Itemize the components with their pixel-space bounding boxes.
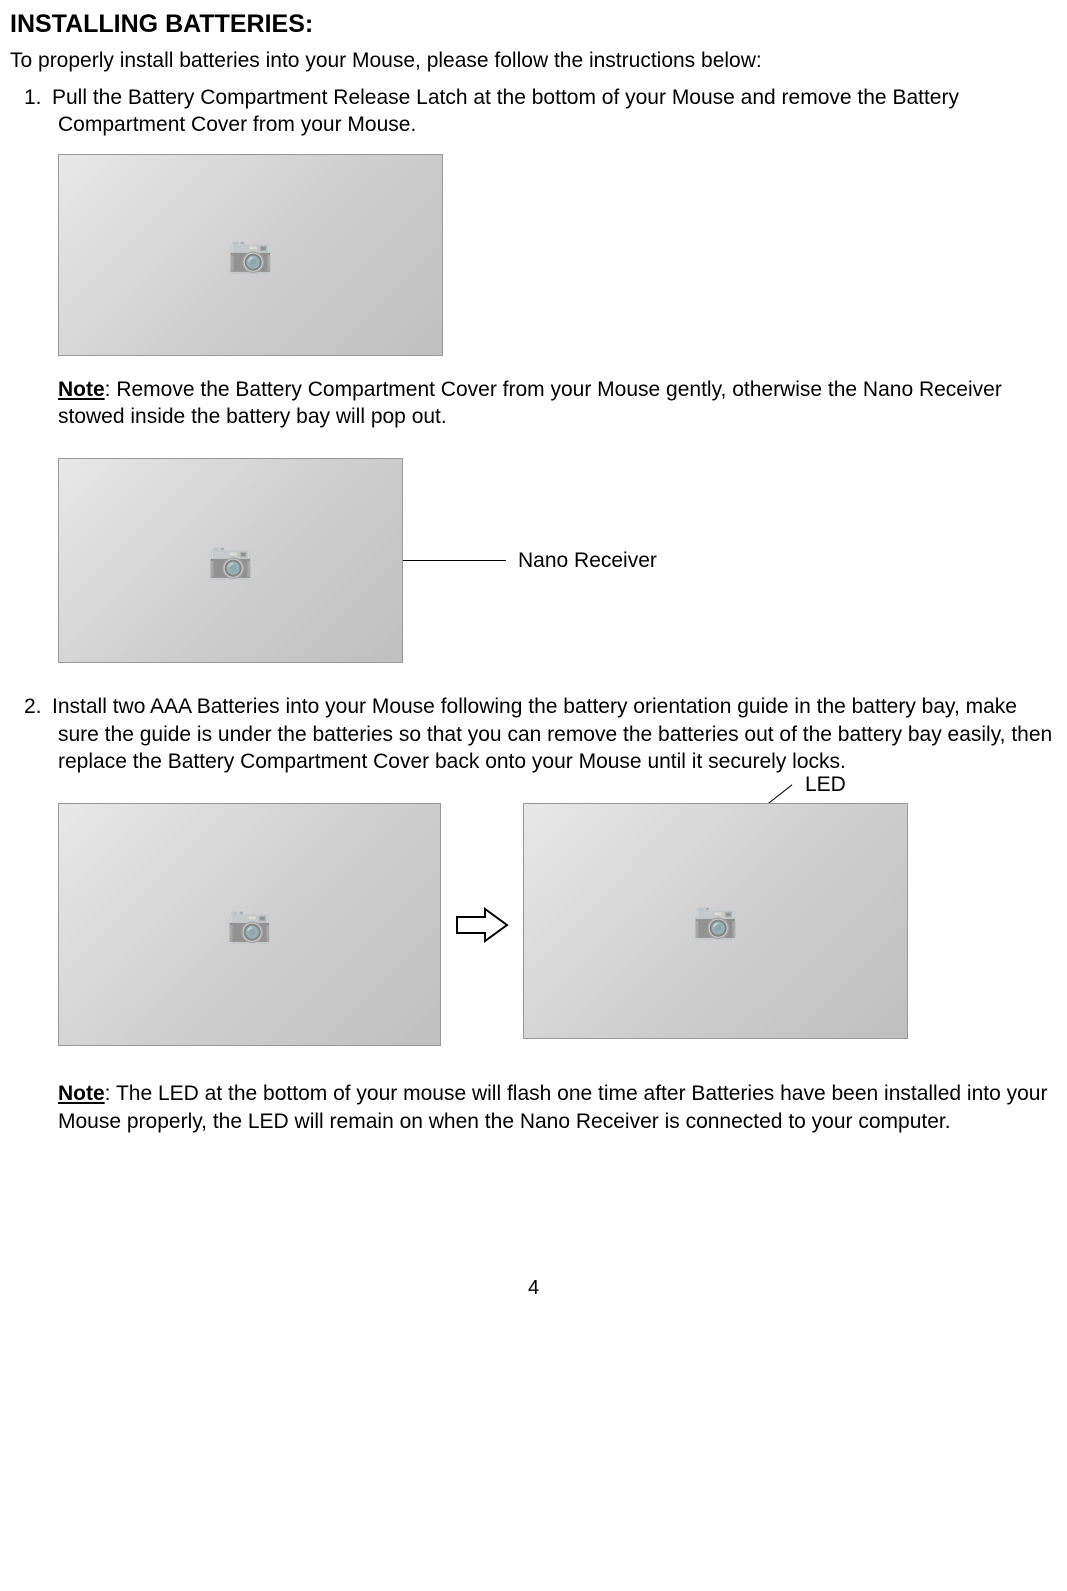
step-1-note: Note: Remove the Battery Compartment Cov… bbox=[58, 376, 1057, 431]
step-2-number: 2. bbox=[24, 693, 52, 720]
step-2-image-install bbox=[58, 803, 441, 1046]
step-2-image-bottom bbox=[523, 803, 908, 1039]
callout-line bbox=[401, 560, 506, 561]
note-label-2: Note bbox=[58, 1082, 105, 1105]
step-2-images-row: LED bbox=[58, 803, 1057, 1046]
page-number: 4 bbox=[10, 1275, 1057, 1301]
led-label: LED bbox=[805, 771, 846, 798]
step-1-body: Note: Remove the Battery Compartment Cov… bbox=[58, 148, 1057, 663]
note-label: Note bbox=[58, 378, 105, 401]
step-2-note-text: : The LED at the bottom of your mouse wi… bbox=[58, 1082, 1047, 1132]
nano-receiver-image bbox=[58, 458, 403, 663]
step-2-text: Install two AAA Batteries into your Mous… bbox=[52, 695, 1052, 773]
arrow-icon bbox=[455, 907, 509, 943]
step-2-image-led-wrap: LED bbox=[523, 803, 908, 1046]
step-2-note: Note: The LED at the bottom of your mous… bbox=[58, 1080, 1057, 1135]
step-2-body: LED Note: The LED at the bottom of your … bbox=[58, 803, 1057, 1135]
step-1-number: 1. bbox=[24, 84, 52, 111]
step-1-text: Pull the Battery Compartment Release Lat… bbox=[52, 86, 959, 136]
nano-receiver-figure: Nano Receiver bbox=[58, 458, 1057, 663]
step-1-note-text: : Remove the Battery Compartment Cover f… bbox=[58, 378, 1002, 428]
section-heading: INSTALLING BATTERIES: bbox=[10, 8, 1057, 41]
step-1: 1.Pull the Battery Compartment Release L… bbox=[58, 84, 1057, 139]
step-2: 2.Install two AAA Batteries into your Mo… bbox=[58, 693, 1057, 775]
step-1-image-compartment bbox=[58, 154, 443, 356]
intro-text: To properly install batteries into your … bbox=[10, 47, 1057, 74]
nano-receiver-label: Nano Receiver bbox=[518, 547, 657, 574]
